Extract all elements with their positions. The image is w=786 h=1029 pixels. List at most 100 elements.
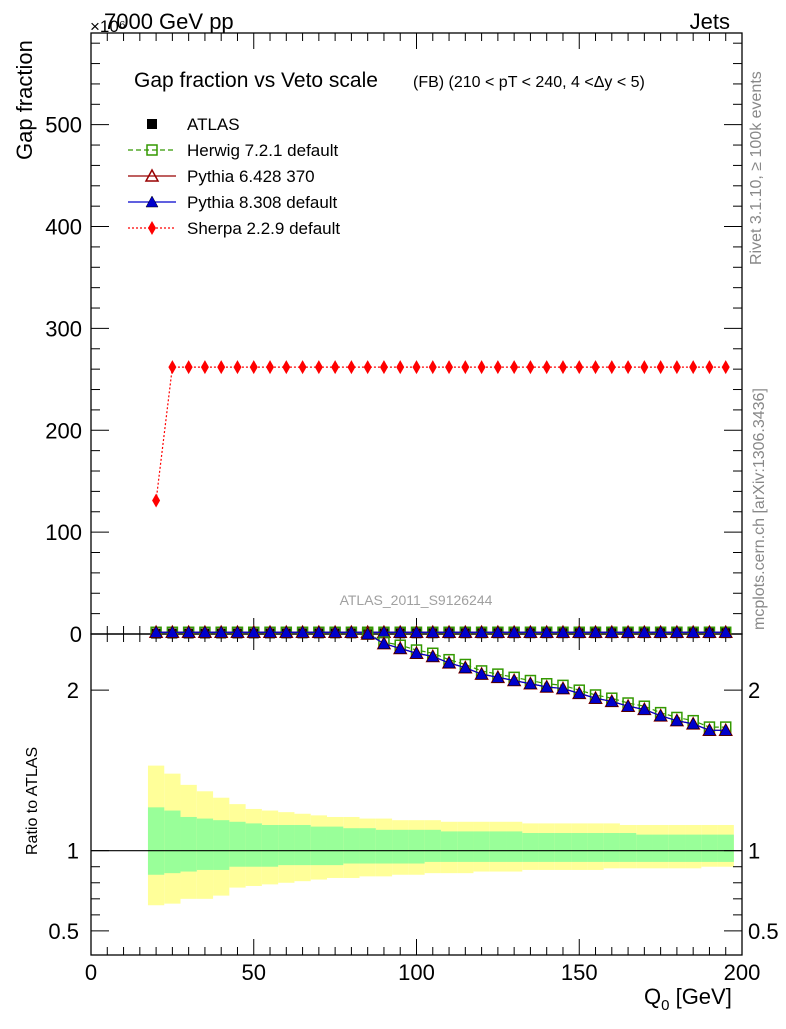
top-y-tick-label: 300 xyxy=(45,316,82,341)
stat-band-bin xyxy=(506,831,523,862)
data-point xyxy=(475,625,489,638)
data-point xyxy=(168,360,177,375)
ratio-series-pythia-8-308-default xyxy=(361,627,733,736)
top-y-axis-label: Gap fraction xyxy=(12,40,37,160)
data-point xyxy=(165,625,179,638)
x-tick-label: 0 xyxy=(85,960,97,985)
data-point xyxy=(507,625,521,638)
data-point xyxy=(510,360,519,375)
stat-band-bin xyxy=(587,833,604,862)
ratio-point xyxy=(703,723,716,736)
data-point xyxy=(396,360,405,375)
data-point xyxy=(493,360,502,375)
data-point xyxy=(426,625,440,638)
legend-marker xyxy=(148,221,156,235)
data-point xyxy=(198,625,212,638)
ratio-point xyxy=(475,667,489,680)
data-point xyxy=(572,625,586,638)
stat-band-bin xyxy=(652,834,669,862)
data-point xyxy=(233,360,242,375)
legend-item: Herwig 7.2.1 default xyxy=(128,141,338,160)
data-point xyxy=(458,625,472,638)
data-point xyxy=(524,625,537,638)
ratio-y-tick-label-right: 0.5 xyxy=(748,919,779,944)
mcplots-label: mcplots.cern.ch [arXiv:1306.3436] xyxy=(751,388,768,630)
data-point xyxy=(591,360,600,375)
data-point xyxy=(477,360,486,375)
data-point xyxy=(654,625,668,638)
data-point xyxy=(393,625,407,638)
data-point xyxy=(428,360,437,375)
stat-band-bin xyxy=(196,818,214,870)
ratio-point xyxy=(637,702,651,715)
data-point xyxy=(719,625,733,638)
data-point xyxy=(721,360,730,375)
data-point xyxy=(540,625,554,638)
stat-band-bin xyxy=(440,831,458,862)
data-point xyxy=(656,360,665,375)
data-point xyxy=(249,360,258,375)
data-point xyxy=(412,360,421,375)
ratio-point xyxy=(393,641,407,654)
legend-item: Pythia 6.428 370 xyxy=(128,167,315,186)
ratio-point xyxy=(572,686,586,699)
data-point xyxy=(624,360,633,375)
ratio-point xyxy=(556,682,570,694)
stat-band-bin xyxy=(229,821,246,867)
data-point xyxy=(686,625,700,638)
ratio-point xyxy=(719,723,733,736)
stat-band-bin xyxy=(359,828,376,864)
data-point xyxy=(379,360,388,375)
stat-band-bin xyxy=(457,831,474,862)
legend-label: Pythia 6.428 370 xyxy=(187,167,315,186)
data-point xyxy=(442,625,456,638)
ratio-point xyxy=(686,717,700,730)
ratio-point xyxy=(377,637,391,649)
chart-title: Gap fraction vs Veto scale xyxy=(134,69,378,92)
legend-item: Pythia 8.308 default xyxy=(128,193,338,212)
legend-item: Sherpa 2.2.9 default xyxy=(128,219,340,238)
data-point xyxy=(344,625,358,638)
data-point xyxy=(575,360,584,375)
data-point xyxy=(491,625,505,638)
top-y-tick-label: 100 xyxy=(45,520,82,545)
ratio-y-tick-label: 1 xyxy=(67,839,79,864)
uncertainty-bands xyxy=(91,765,742,906)
legend-label: Pythia 8.308 default xyxy=(187,193,338,212)
collision-energy-label: 7000 GeV pp xyxy=(104,9,234,34)
data-point xyxy=(410,625,423,638)
rivet-version-label: Rivet 3.1.10, ≥ 100k events xyxy=(748,71,765,265)
data-series xyxy=(148,360,733,737)
data-point xyxy=(331,360,340,375)
data-point xyxy=(184,360,193,375)
data-point xyxy=(605,625,619,638)
data-point xyxy=(542,360,551,375)
stat-band-bin xyxy=(668,834,686,862)
stat-band-bin xyxy=(326,826,344,866)
data-point xyxy=(298,360,307,375)
stat-band-bin xyxy=(424,829,441,862)
top-y-tick-label: 500 xyxy=(45,113,82,138)
ratio-y-tick-label: 2 xyxy=(67,678,79,703)
chart-subtitle: (FB) (210 < pT < 240, 4 <Δy < 5) xyxy=(413,74,645,91)
ratio-point xyxy=(507,674,521,686)
stat-band-bin xyxy=(278,824,295,866)
stat-band-bin xyxy=(554,833,572,862)
data-point xyxy=(637,625,651,638)
legend: ATLAS Herwig 7.2.1 default Pythia 6.428 37… xyxy=(128,115,340,238)
data-point xyxy=(705,360,714,375)
ratio-point xyxy=(410,646,423,659)
ratio-point xyxy=(361,627,375,640)
stat-band-bin xyxy=(603,833,620,862)
ratio-y-tick-label-right: 1 xyxy=(748,839,760,864)
stat-band-bin xyxy=(375,829,393,864)
stat-band-bin xyxy=(685,834,702,862)
stat-band-bin xyxy=(164,810,181,874)
stat-band-bin xyxy=(522,833,539,862)
process-label: Jets xyxy=(690,9,730,34)
stat-band-bin xyxy=(294,824,311,866)
data-point xyxy=(263,625,277,638)
analysis-watermark: ATLAS_2011_S9126244 xyxy=(340,592,493,608)
legend-item: ATLAS xyxy=(147,115,240,134)
